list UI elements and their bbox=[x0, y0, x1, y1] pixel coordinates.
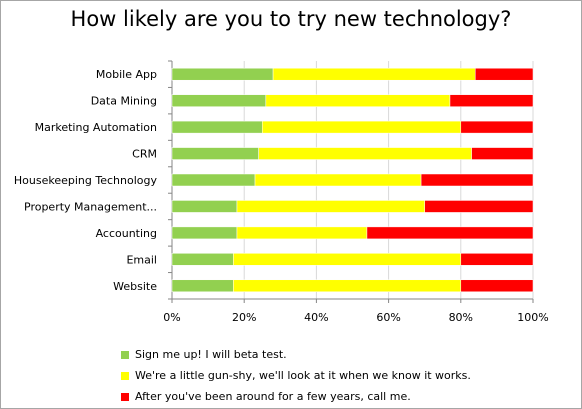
bar-segment-3 bbox=[449, 94, 534, 107]
category-label: Marketing Automation bbox=[35, 121, 157, 134]
category-label: Accounting bbox=[96, 227, 157, 240]
bar-segment-2 bbox=[262, 120, 462, 134]
bar-segment-2 bbox=[258, 147, 472, 160]
bar-segment-2 bbox=[272, 67, 476, 81]
bar-segment-1 bbox=[171, 67, 274, 81]
category-label: Property Management... bbox=[24, 200, 157, 213]
category-label: CRM bbox=[132, 148, 157, 161]
x-tick-label: 0% bbox=[163, 311, 180, 324]
bar-segment-2 bbox=[233, 279, 462, 293]
category-label: Housekeeping Technology bbox=[14, 174, 158, 187]
chart-title: How likely are you to try new technology… bbox=[70, 7, 512, 31]
legend-swatch bbox=[121, 392, 129, 401]
bar-segment-1 bbox=[171, 253, 234, 266]
legend-item: Sign me up! I will beta test. bbox=[121, 344, 471, 365]
x-tick-label: 80% bbox=[449, 311, 473, 324]
bar-segment-3 bbox=[420, 173, 534, 187]
bar-segment-1 bbox=[171, 94, 267, 107]
category-label: Mobile App bbox=[96, 68, 157, 81]
category-label: Website bbox=[113, 280, 157, 293]
bar-segment-3 bbox=[424, 200, 534, 213]
legend-label: Sign me up! I will beta test. bbox=[135, 348, 287, 361]
legend-item: We're a little gun-shy, we'll look at it… bbox=[121, 365, 471, 386]
x-tick-label: 20% bbox=[232, 311, 256, 324]
bar-segment-3 bbox=[460, 120, 534, 134]
bar-segment-3 bbox=[460, 279, 534, 293]
legend-swatch bbox=[121, 350, 129, 359]
bar-segment-1 bbox=[171, 226, 238, 240]
bar-segment-2 bbox=[233, 253, 462, 266]
x-tick-label: 60% bbox=[376, 311, 400, 324]
bar-segment-2 bbox=[254, 173, 422, 187]
legend-swatch bbox=[121, 371, 129, 380]
legend: Sign me up! I will beta test. We're a lit… bbox=[121, 344, 471, 407]
category-label: Data Mining bbox=[91, 95, 157, 108]
bar-segment-3 bbox=[460, 253, 534, 266]
legend-label: We're a little gun-shy, we'll look at it… bbox=[135, 369, 471, 382]
category-label: Email bbox=[126, 253, 157, 266]
bar-segment-2 bbox=[236, 226, 368, 240]
bar-segment-3 bbox=[366, 226, 534, 240]
x-tick-label: 100% bbox=[517, 311, 548, 324]
legend-item: After you've been around for a few years… bbox=[121, 386, 471, 407]
bar-segment-3 bbox=[474, 67, 534, 81]
bar-segment-2 bbox=[265, 94, 451, 107]
bar-segment-1 bbox=[171, 147, 259, 160]
x-tick-label: 40% bbox=[304, 311, 328, 324]
bar-segment-1 bbox=[171, 173, 256, 187]
bar-segment-1 bbox=[171, 200, 238, 213]
bar-segment-1 bbox=[171, 120, 263, 134]
bar-segment-3 bbox=[471, 147, 534, 160]
bar-segment-1 bbox=[171, 279, 234, 293]
bar-segment-2 bbox=[236, 200, 425, 213]
legend-label: After you've been around for a few years… bbox=[135, 390, 411, 403]
